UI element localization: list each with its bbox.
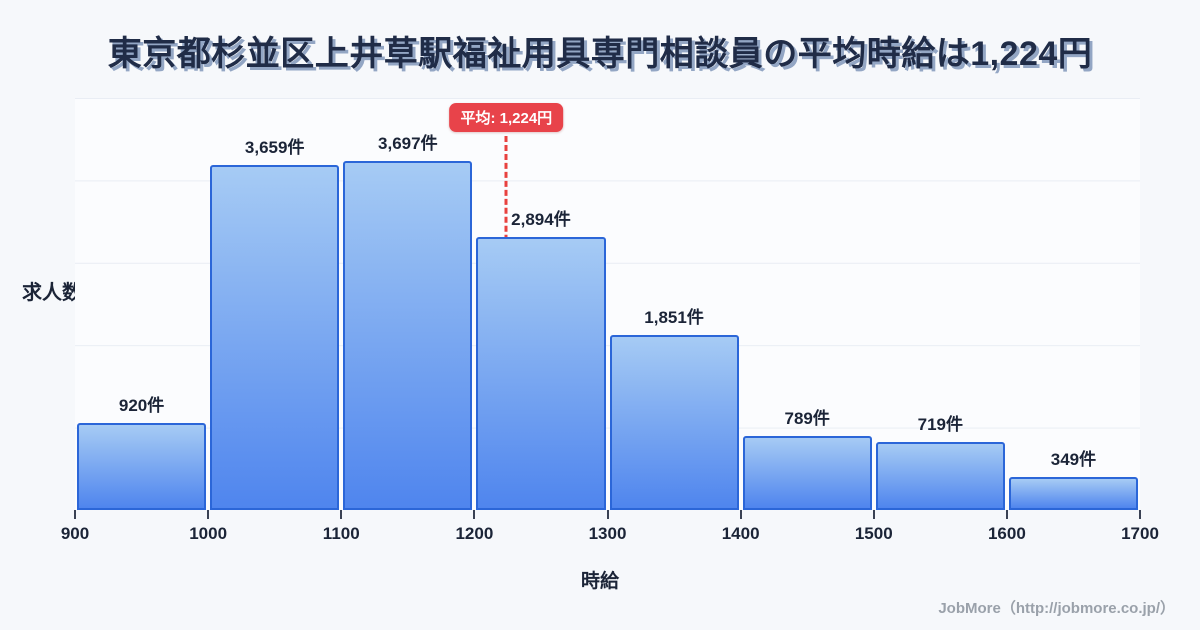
histogram-bar (609, 335, 739, 510)
bar-value-label: 3,659件 (244, 137, 305, 157)
x-axis-label: 時給 (580, 571, 619, 592)
bar-slot: 3,659件 (208, 138, 341, 510)
bar-value-label: 719件 (917, 415, 963, 435)
x-tick-label: 1700 (1121, 524, 1159, 543)
bar-value-label: 349件 (1050, 450, 1097, 470)
x-tick-mark (606, 510, 609, 519)
bar-value-label: 2,894件 (511, 209, 571, 229)
histogram-bar (1008, 477, 1138, 510)
histogram-bar (77, 423, 207, 510)
chart-title: 東京都杉並区上井草駅福祉用具専門相談員の平均時給は1,224円 (107, 35, 1093, 73)
x-tick-mark (207, 510, 210, 519)
bar-value-label: 1,851件 (644, 308, 704, 328)
bar-slot: 920件 (75, 396, 208, 510)
plot-area: 平均: 1,224円 920件 3,659件 3,697件 2,894件 1,851件 7… (61, 98, 1159, 543)
x-tick-mark (872, 510, 875, 519)
bar-slot: 789件 (741, 409, 874, 510)
footer-credit: JobMore（http://jobmore.co.jp/） (938, 600, 1175, 617)
histogram-bar (476, 236, 606, 510)
histogram-bar (210, 164, 340, 510)
bar-slot: 1,851件 (608, 308, 741, 510)
x-tick-mark (1005, 510, 1008, 519)
x-tick-mark (1139, 510, 1141, 519)
bar-slot: 2,894件 (474, 210, 607, 510)
y-axis-label: 求人数 (22, 282, 82, 304)
bar-value-label: 789件 (784, 408, 830, 428)
x-tick-label: 1100 (322, 524, 360, 543)
x-tick-mark (473, 510, 476, 519)
x-tick-mark (340, 510, 343, 519)
bar-slot: 3,697件 (341, 134, 474, 510)
x-tick-label: 1400 (721, 524, 760, 543)
histogram-bar (742, 435, 872, 510)
x-tick-label: 1000 (189, 524, 228, 543)
average-badge: 平均: 1,224円 (449, 103, 564, 132)
x-tick-label: 1300 (588, 524, 627, 543)
x-tick-label: 900 (60, 524, 90, 543)
x-tick-label: 1200 (455, 524, 494, 543)
x-tick-label: 1600 (987, 524, 1026, 543)
bar-slot: 719件 (874, 415, 1007, 510)
histogram-bar (875, 442, 1005, 510)
histogram-bar (343, 161, 473, 510)
bar-value-label: 3,697件 (378, 134, 438, 154)
bar-value-label: 920件 (118, 396, 165, 416)
x-tick-label: 1500 (854, 524, 893, 543)
bar-slot: 349件 (1007, 450, 1140, 510)
x-tick-mark (74, 510, 76, 519)
x-tick-mark (739, 510, 742, 519)
